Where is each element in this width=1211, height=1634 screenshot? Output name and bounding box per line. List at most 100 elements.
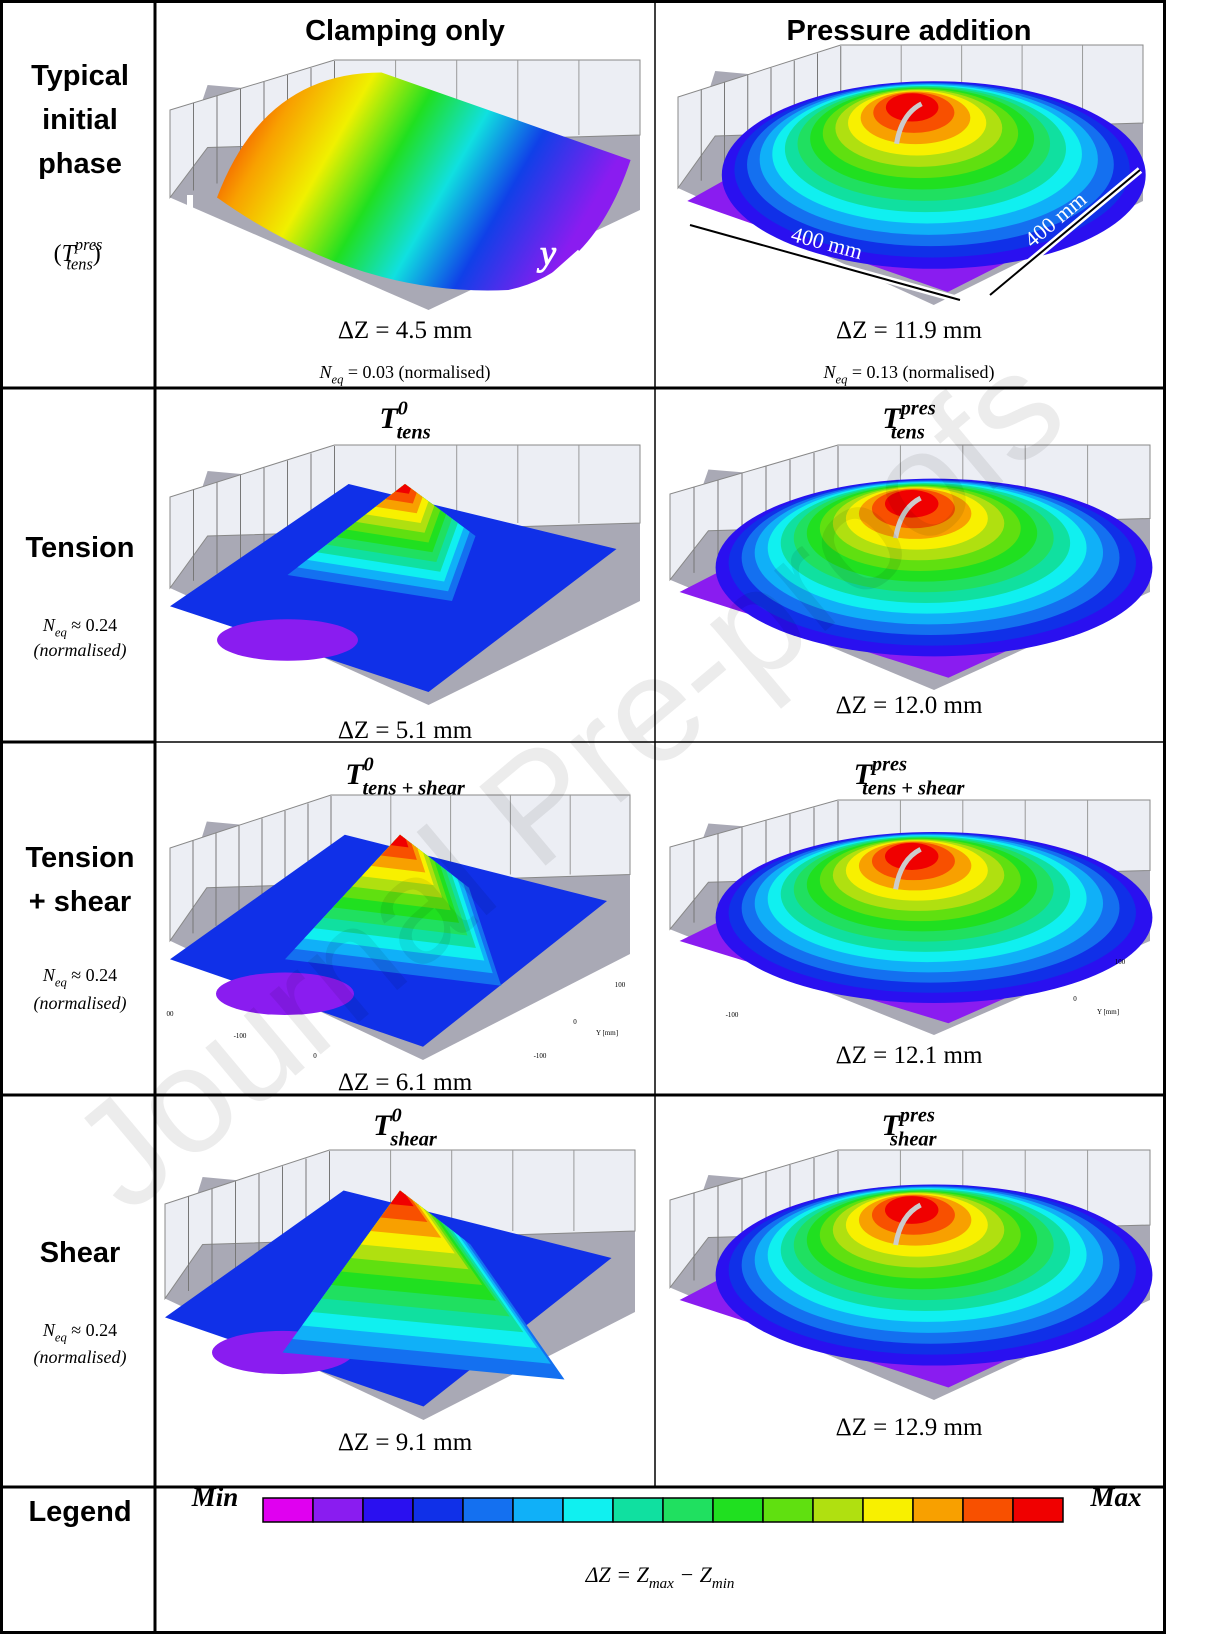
superscript: pres [74, 235, 103, 254]
row-label: Tension [25, 842, 134, 874]
delta-z: ΔZ = 12.0 mm [836, 692, 983, 719]
normalised-note: (normalised) [34, 993, 127, 1014]
subscript: shear [389, 1129, 438, 1151]
axis-tick: -100 [534, 1052, 547, 1060]
math-symbol: T0 shear [373, 1105, 438, 1151]
axis-tick: Y [mm] [596, 1029, 618, 1037]
legend-swatch [312, 1497, 364, 1523]
value: = 0.03 (normalised) [343, 362, 490, 383]
subscript: tens + shear [363, 778, 466, 800]
dim-arrow [689, 169, 1141, 301]
math-symbol: Tpres shear [881, 1105, 937, 1151]
axis-letter: x [236, 243, 253, 283]
legend-swatch [662, 1497, 714, 1523]
delta-z: ΔZ = 5.1 mm [338, 717, 473, 744]
column-header: Pressure addition [787, 15, 1032, 47]
symbol: N [42, 965, 56, 985]
superscript: 0 [364, 754, 374, 776]
n-eq: Neq = 0.03 (normalised) [318, 362, 490, 386]
crack [893, 1202, 922, 1246]
subscript: min [712, 1576, 735, 1592]
legend-title: Legend [28, 1496, 131, 1528]
symbol: N [42, 615, 56, 635]
delta-z: ΔZ = 4.5 mm [338, 317, 473, 344]
surface [217, 72, 631, 291]
contour [390, 1190, 414, 1207]
contour [216, 972, 354, 1015]
contour [217, 619, 358, 661]
delta-z: ΔZ = 12.1 mm [836, 1042, 983, 1069]
math-symbol: Tpres tens + shear [854, 754, 966, 800]
superscript: 0 [398, 398, 408, 420]
row-label: Typical [31, 60, 129, 92]
row-label: Tension [25, 532, 134, 564]
subscript: eq [836, 372, 848, 386]
symbol: T [881, 1109, 901, 1142]
subscript: max [649, 1576, 674, 1592]
axis-arrow [187, 195, 582, 303]
subscript: eq [55, 1330, 67, 1344]
axis-tick: 0 [313, 1052, 317, 1060]
subscript: shear [889, 1129, 938, 1151]
axis-tick: Y [mm] [1097, 1008, 1119, 1016]
delta-z: ΔZ = 9.1 mm [338, 1429, 473, 1456]
subscript: tens [67, 254, 93, 273]
subscript: eq [332, 372, 344, 386]
symbol: T [379, 402, 399, 435]
normalised-note: (normalised) [34, 640, 127, 661]
legend-swatch [412, 1497, 464, 1523]
axis-letter: y [537, 233, 556, 273]
delta-z: ΔZ = 12.9 mm [836, 1414, 983, 1441]
row-label: initial [42, 104, 118, 136]
row-label: Shear [40, 1237, 121, 1269]
math-symbol: T0 tens [379, 398, 430, 444]
value: ≈ 0.24 [67, 1320, 117, 1340]
legend-swatch [462, 1497, 514, 1523]
symbol: T [373, 1109, 393, 1142]
contour [380, 1190, 428, 1222]
crack [893, 847, 922, 890]
subscript: tens [397, 422, 431, 444]
legend-swatch [612, 1497, 664, 1523]
superscript: pres [899, 398, 936, 420]
subscript: eq [55, 625, 67, 639]
axis-tick: -100 [726, 1011, 739, 1019]
bracket: ( [54, 241, 62, 267]
n-eq: Neq ≈ 0.24 [42, 615, 117, 639]
legend-swatch [512, 1497, 564, 1523]
legend-swatch [912, 1497, 964, 1523]
legend-swatch [262, 1497, 314, 1523]
subscript: eq [55, 975, 67, 989]
crack [894, 101, 923, 145]
legend-min: Min [191, 1482, 239, 1512]
formula-text: − Z [674, 1562, 713, 1587]
normalised-note: (normalised) [34, 1347, 127, 1368]
row-label: phase [38, 148, 122, 180]
formula: ΔZ = Zmax − Zmin [585, 1562, 735, 1592]
symbol: N [822, 362, 836, 382]
n-eq: Neq = 0.13 (normalised) [822, 362, 994, 386]
symbol: N [318, 362, 332, 382]
contour [380, 834, 417, 860]
legend-max: Max [1089, 1482, 1141, 1512]
axis-letter: z [202, 205, 217, 245]
axis-tick: -100 [234, 1032, 247, 1040]
legend-swatch [762, 1497, 814, 1523]
superscript: 0 [391, 1105, 401, 1127]
symbol: T [62, 241, 77, 267]
table-grid [0, 0, 1166, 1634]
subscript: tens + shear [862, 778, 965, 800]
symbol: T [345, 758, 365, 791]
value: ≈ 0.24 [67, 615, 117, 635]
contour [395, 484, 411, 494]
superscript: pres [898, 1105, 935, 1127]
column-header: Clamping only [305, 15, 505, 47]
formula-text: ΔZ = Z [585, 1562, 650, 1587]
axis-tick: 0 [573, 1018, 577, 1026]
n-eq: Neq ≈ 0.24 [42, 965, 117, 989]
legend-swatch [712, 1497, 764, 1523]
delta-z: ΔZ = 6.1 mm [338, 1069, 473, 1096]
math-symbol: T0 tens + shear [345, 754, 466, 800]
contour [390, 834, 409, 848]
symbol: T [882, 402, 902, 435]
